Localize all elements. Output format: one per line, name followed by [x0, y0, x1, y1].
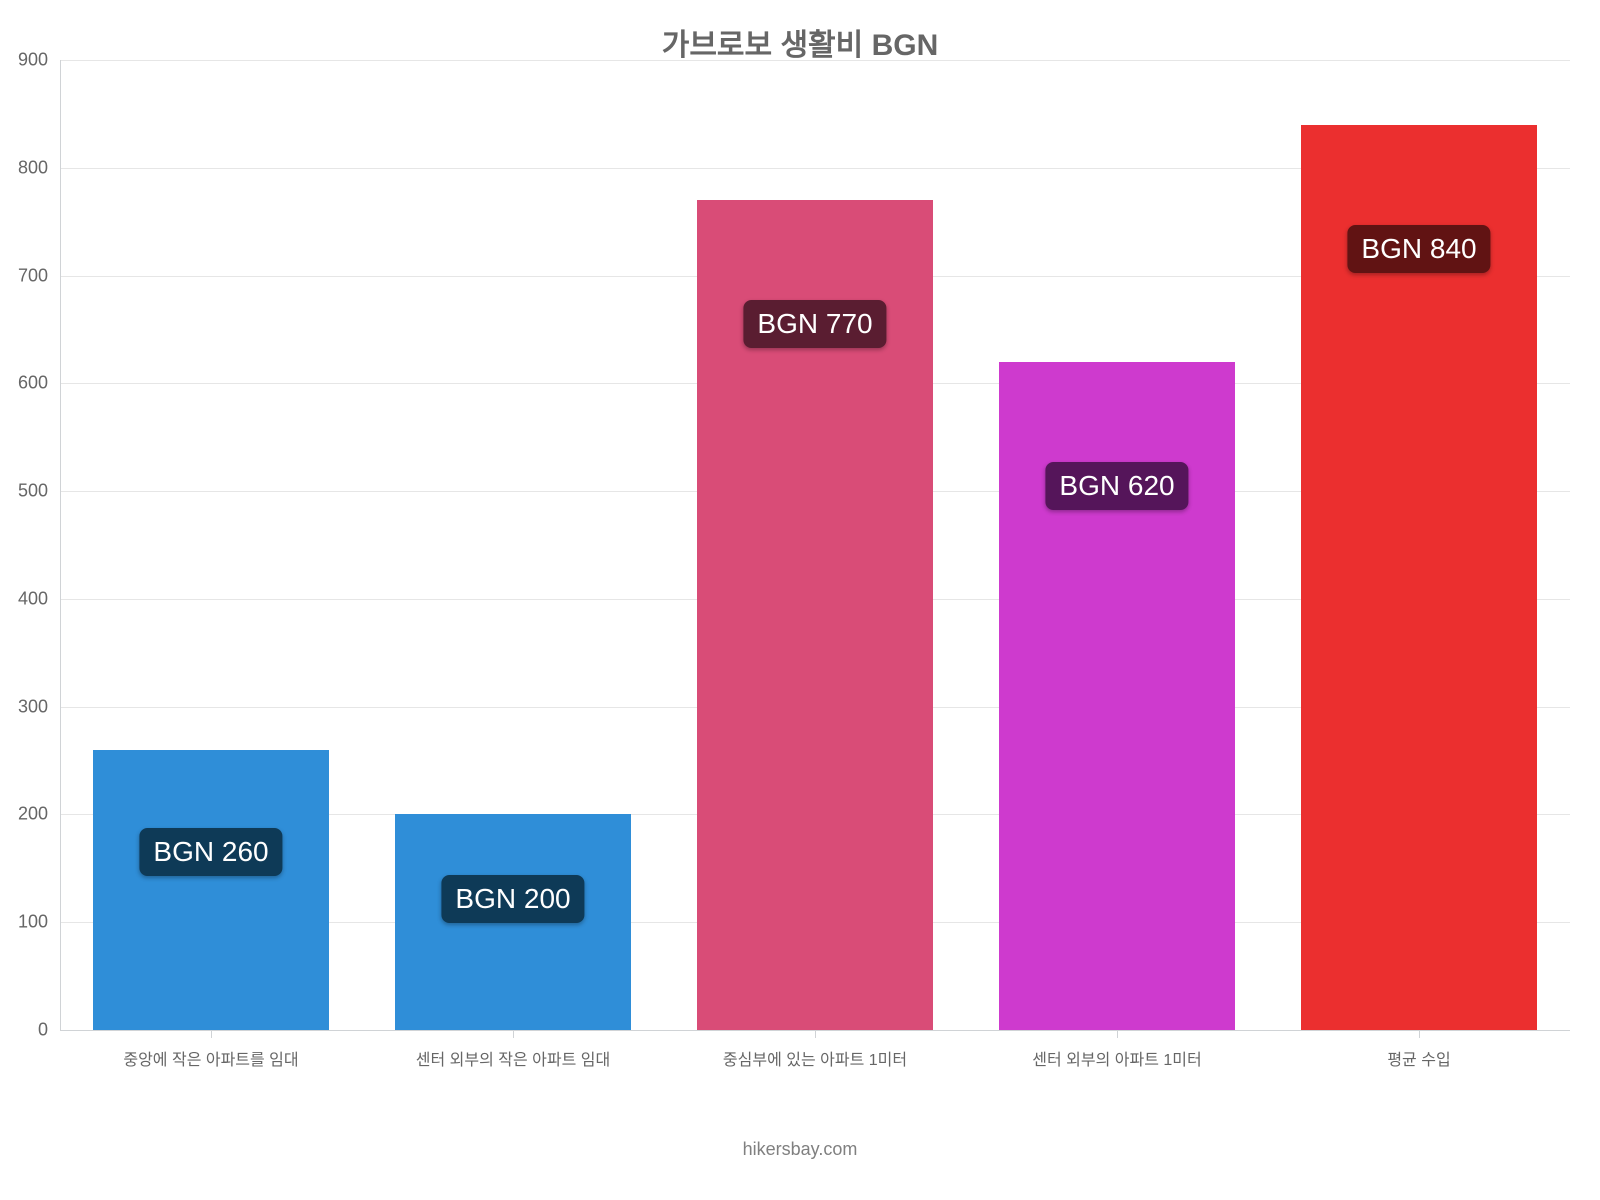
y-tick-label: 700 [0, 265, 48, 286]
chart-title: 가브로보 생활비 BGN [0, 20, 1600, 64]
x-tick-label: 센터 외부의 작은 아파트 임대 [416, 1046, 610, 1070]
x-tick-mark [815, 1030, 816, 1038]
x-tick-mark [513, 1030, 514, 1038]
y-tick-label: 500 [0, 481, 48, 502]
x-tick-label: 중심부에 있는 아파트 1미터 [723, 1046, 907, 1070]
bar-value-badge: BGN 620 [1045, 462, 1188, 510]
y-tick-label: 600 [0, 373, 48, 394]
y-tick-label: 0 [0, 1020, 48, 1041]
bar-value-badge: BGN 260 [139, 828, 282, 876]
bar-value-badge: BGN 770 [743, 300, 886, 348]
y-tick-label: 400 [0, 588, 48, 609]
bar-value-badge: BGN 200 [441, 875, 584, 923]
x-tick-label: 평균 수입 [1387, 1046, 1450, 1070]
attribution: hikersbay.com [0, 1139, 1600, 1160]
x-tick-mark [211, 1030, 212, 1038]
bar [93, 750, 329, 1030]
bar-value-badge: BGN 840 [1347, 225, 1490, 273]
y-axis-line [60, 60, 61, 1030]
x-tick-mark [1419, 1030, 1420, 1038]
y-tick-label: 200 [0, 804, 48, 825]
y-tick-label: 800 [0, 157, 48, 178]
chart-container: 가브로보 생활비 BGN 010020030040050060070080090… [0, 0, 1600, 1200]
x-tick-mark [1117, 1030, 1118, 1038]
x-tick-label: 센터 외부의 아파트 1미터 [1032, 1046, 1201, 1070]
y-tick-label: 900 [0, 50, 48, 71]
x-tick-label: 중앙에 작은 아파트를 임대 [123, 1046, 298, 1070]
y-tick-label: 100 [0, 912, 48, 933]
gridline [60, 60, 1570, 61]
y-tick-label: 300 [0, 696, 48, 717]
plot-area: 0100200300400500600700800900중앙에 작은 아파트를 … [60, 60, 1570, 1030]
